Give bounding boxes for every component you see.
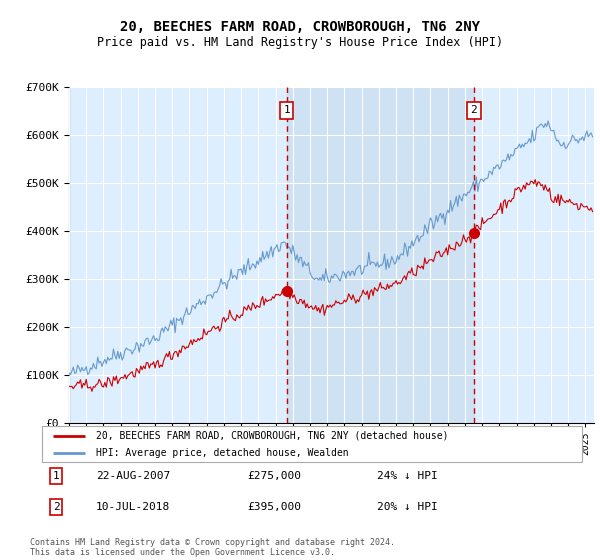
Text: 20, BEECHES FARM ROAD, CROWBOROUGH, TN6 2NY: 20, BEECHES FARM ROAD, CROWBOROUGH, TN6 … xyxy=(120,20,480,34)
Text: 2: 2 xyxy=(470,105,477,115)
Text: 20% ↓ HPI: 20% ↓ HPI xyxy=(377,502,437,512)
Text: £275,000: £275,000 xyxy=(247,471,301,481)
FancyBboxPatch shape xyxy=(42,426,582,462)
Text: 20, BEECHES FARM ROAD, CROWBOROUGH, TN6 2NY (detached house): 20, BEECHES FARM ROAD, CROWBOROUGH, TN6 … xyxy=(96,431,449,441)
Bar xyxy=(287,87,474,423)
Text: 2: 2 xyxy=(53,502,59,512)
Text: 1: 1 xyxy=(283,105,290,115)
Text: £395,000: £395,000 xyxy=(247,502,301,512)
Text: 10-JUL-2018: 10-JUL-2018 xyxy=(96,502,170,512)
Text: 24% ↓ HPI: 24% ↓ HPI xyxy=(377,471,437,481)
Text: Contains HM Land Registry data © Crown copyright and database right 2024.
This d: Contains HM Land Registry data © Crown c… xyxy=(30,538,395,557)
Text: 22-AUG-2007: 22-AUG-2007 xyxy=(96,471,170,481)
Text: Price paid vs. HM Land Registry's House Price Index (HPI): Price paid vs. HM Land Registry's House … xyxy=(97,36,503,49)
Text: HPI: Average price, detached house, Wealden: HPI: Average price, detached house, Weal… xyxy=(96,448,349,458)
Text: 1: 1 xyxy=(53,471,59,481)
